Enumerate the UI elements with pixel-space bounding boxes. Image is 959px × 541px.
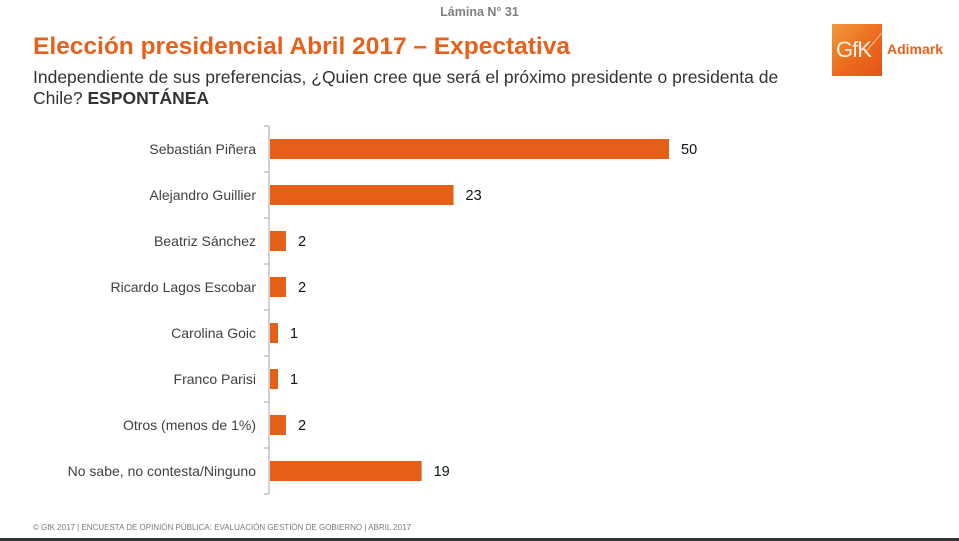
bar [270, 415, 286, 435]
page-title: Elección presidencial Abril 2017 – Expec… [33, 33, 570, 60]
bar [270, 323, 278, 343]
question: Independiente de sus preferencias, ¿Quie… [33, 67, 779, 108]
bar [270, 185, 454, 205]
category-label: Carolina Goic [171, 325, 256, 341]
bar [270, 461, 422, 481]
gfk-logo-icon: GfK [832, 24, 882, 76]
data-label: 2 [298, 234, 306, 250]
data-label: 23 [466, 188, 482, 204]
slide-number: Lámina N° 31 [440, 5, 519, 19]
category-label: Franco Parisi [174, 371, 256, 387]
question-text: Independiente de sus preferencias, ¿Quie… [33, 67, 823, 109]
bar [270, 139, 669, 159]
data-label: 1 [290, 326, 298, 342]
category-label: Otros (menos de 1%) [123, 417, 256, 433]
data-label: 50 [681, 142, 697, 158]
category-label: Beatriz Sánchez [154, 233, 256, 249]
bars-group: Sebastián Piñera 50 Alejandro Guillier 23 Be… [68, 125, 697, 495]
data-label: 19 [434, 464, 450, 480]
bar [270, 277, 286, 297]
gfk-adimark-logo: GfK Adimark [832, 22, 957, 78]
data-label: 1 [290, 372, 298, 388]
footer-divider [0, 538, 959, 541]
data-label: 2 [298, 418, 306, 434]
category-label: Sebastián Piñera [149, 141, 256, 157]
question-type: ESPONTÁNEA [87, 88, 210, 108]
logo-word: Adimark [887, 41, 944, 57]
data-label: 2 [298, 280, 306, 296]
category-label: Alejandro Guillier [149, 187, 256, 203]
category-label: No sabe, no contesta/Ninguno [68, 463, 257, 479]
bar [270, 231, 286, 251]
category-label: Ricardo Lagos Escobar [110, 279, 256, 295]
bar [270, 369, 278, 389]
footer-text: © GfK 2017 | ENCUESTA DE OPINIÓN PÚBLICA… [33, 523, 412, 532]
